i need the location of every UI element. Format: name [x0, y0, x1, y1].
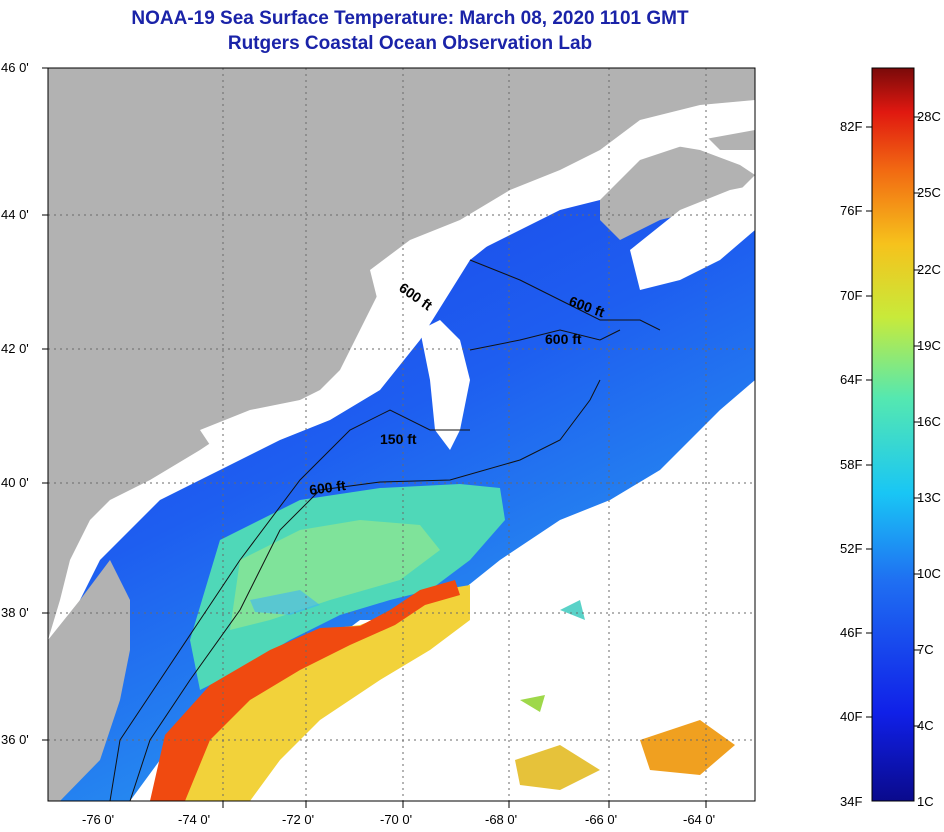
- cloud-cape-cod: [420, 320, 470, 450]
- offshore-warm-patch: [640, 720, 735, 775]
- colorbar-c-label: 28C: [917, 109, 941, 124]
- lon-ticks: [222, 801, 707, 808]
- lat-label: 36 0': [1, 732, 29, 747]
- gulf-stream-hot: [150, 580, 460, 801]
- lat-label: 46 0': [1, 60, 29, 75]
- lon-label: -74 0': [178, 812, 210, 827]
- map-frame: [47, 67, 756, 802]
- colorbar-c-label: 13C: [917, 490, 941, 505]
- lat-label: 44 0': [1, 207, 29, 222]
- gulf-stream-core: [150, 585, 470, 801]
- land-delmarva: [48, 560, 130, 801]
- colorbar-ticks-right: [914, 116, 920, 727]
- lon-label: -72 0': [282, 812, 314, 827]
- land-mainland: [48, 68, 755, 640]
- cloud-nova-scotia: [630, 185, 755, 290]
- lat-label: 42 0': [1, 341, 29, 356]
- colorbar-f-label: 64F: [840, 372, 862, 387]
- contour-georges: [469, 329, 621, 351]
- contour-label: 600 ft: [308, 477, 347, 498]
- chart-title: NOAA-19 Sea Surface Temperature: March 0…: [131, 8, 689, 29]
- lon-label: -76 0': [82, 812, 114, 827]
- colorbar-c-label: 10C: [917, 566, 941, 581]
- contour-label: 600 ft: [545, 331, 582, 347]
- colorbar-f-label: 46F: [840, 625, 862, 640]
- colorbar-c-label: 7C: [917, 642, 934, 657]
- colorbar-f-label: 76F: [840, 203, 862, 218]
- graticule: [48, 68, 755, 801]
- depth-contours: [109, 259, 661, 802]
- contour-gulf-of-maine: [469, 259, 661, 331]
- contour-label: 150 ft: [380, 431, 417, 447]
- slope-water-band: [250, 590, 320, 615]
- colorbar-f-label: 52F: [840, 541, 862, 556]
- colorbar-f-label: 82F: [840, 119, 862, 134]
- colorbar-c-label: 16C: [917, 414, 941, 429]
- contour-600ft: [129, 379, 601, 802]
- colorbar-c-label: 22C: [917, 262, 941, 277]
- contour-150ft: [109, 409, 470, 802]
- cloud-long-island: [200, 395, 330, 445]
- offshore-warm-patch: [560, 600, 585, 620]
- colorbar-f-label: 34F: [840, 794, 862, 809]
- colorbar-f-label: 58F: [840, 457, 862, 472]
- colorbar-c-label: 25C: [917, 185, 941, 200]
- colorbar-c-label: 19C: [917, 338, 941, 353]
- colorbar-ticks-left: [866, 126, 872, 718]
- colorbar-c-label: 4C: [917, 718, 934, 733]
- cloud-maine: [370, 100, 755, 340]
- colorbar-f-label: 70F: [840, 288, 862, 303]
- lon-label: -64 0': [683, 812, 715, 827]
- chart-subtitle: Rutgers Coastal Ocean Observation Lab: [227, 33, 593, 54]
- land-nova-scotia: [600, 140, 755, 240]
- colorbar-gradient: [871, 67, 915, 802]
- lat-ticks: [42, 67, 48, 741]
- offshore-warm-patch: [520, 695, 545, 712]
- lon-label: -66 0': [585, 812, 617, 827]
- lon-label: -68 0': [485, 812, 517, 827]
- lat-label: 38 0': [1, 605, 29, 620]
- lon-label: -70 0': [380, 812, 412, 827]
- offshore-warm-patch: [515, 745, 600, 790]
- colorbar-c-label: 1C: [917, 794, 934, 809]
- colorbar-f-label: 40F: [840, 709, 862, 724]
- lat-label: 40 0': [1, 475, 29, 490]
